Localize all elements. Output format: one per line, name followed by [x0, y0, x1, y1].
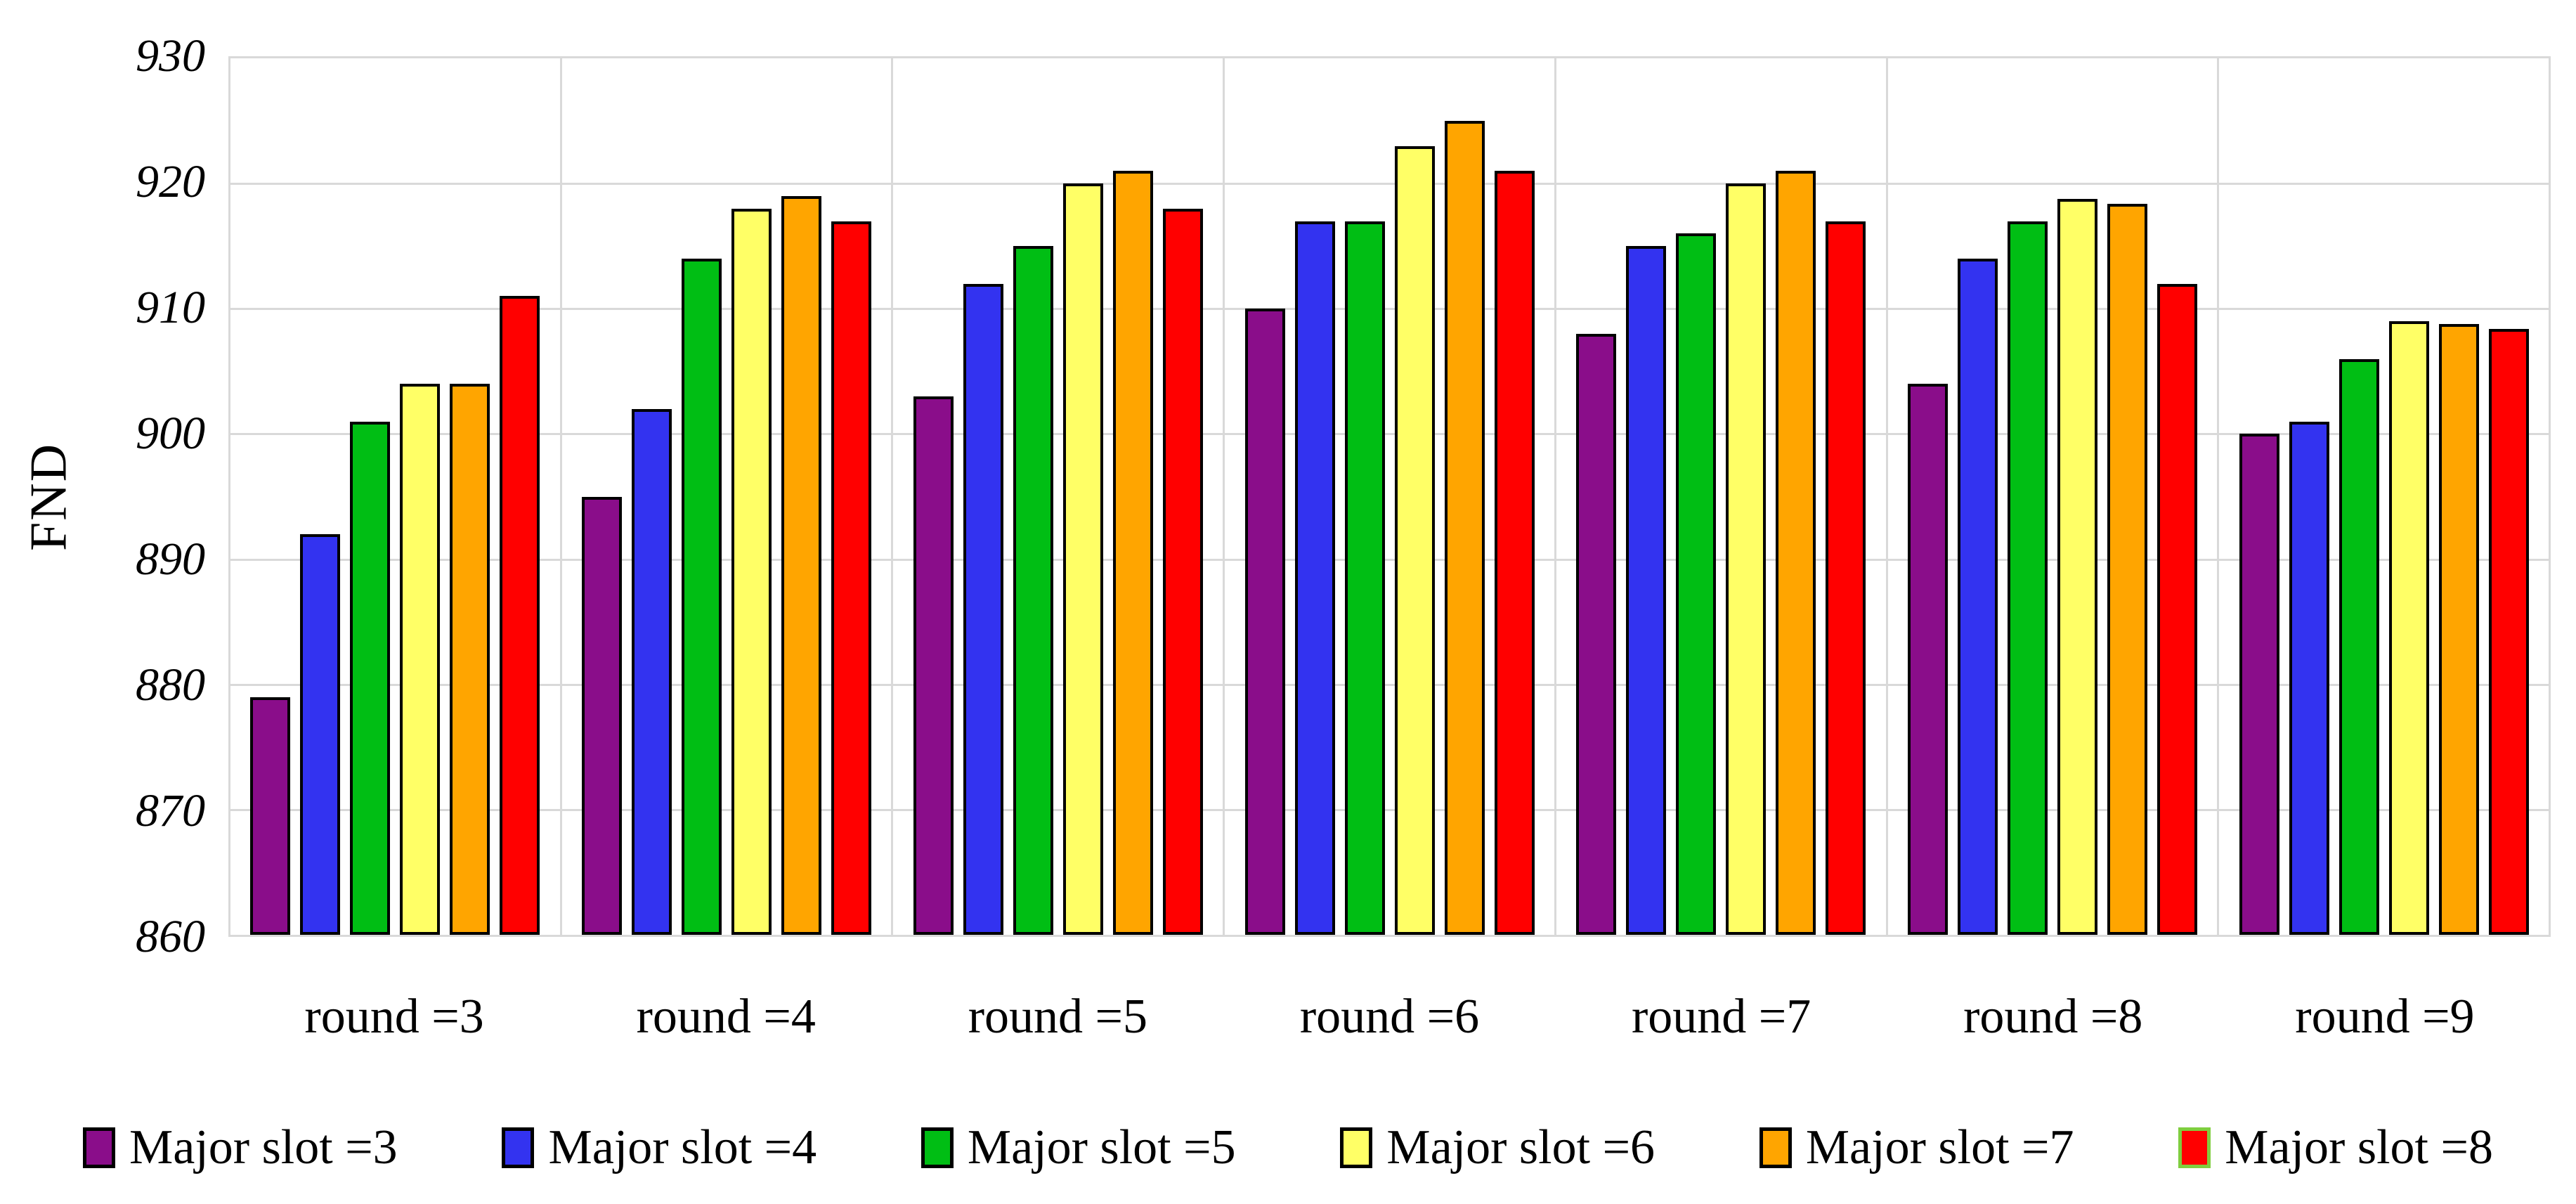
- bar-major-slot-4: [1957, 259, 1998, 935]
- y-axis-tick-label: 870: [136, 785, 205, 836]
- bar-major-slot-5: [2007, 221, 2048, 935]
- legend-item-major-slot-8: Major slot =8: [2178, 1095, 2493, 1200]
- bar-major-slot-6: [400, 384, 441, 935]
- x-axis-label: round =9: [2295, 990, 2475, 1044]
- bar-major-slot-4: [300, 533, 341, 935]
- bar-major-slot-8: [1162, 208, 1203, 935]
- bar-major-slot-5: [350, 421, 391, 935]
- bar-major-slot-3: [1576, 333, 1617, 935]
- bar-major-slot-5: [1013, 246, 1053, 935]
- bar-major-slot-3: [582, 496, 623, 935]
- legend-label: Major slot =4: [548, 1120, 817, 1174]
- y-axis-tick-label: 920: [136, 156, 205, 207]
- bar-major-slot-3: [913, 396, 954, 935]
- bar-major-slot-5: [1676, 233, 1717, 935]
- legend-item-major-slot-7: Major slot =7: [1759, 1095, 2074, 1200]
- legend-item-major-slot-5: Major slot =5: [921, 1095, 1236, 1200]
- legend-swatch: [502, 1127, 535, 1168]
- bar-major-slot-6: [1726, 183, 1767, 935]
- legend-swatch: [83, 1127, 115, 1168]
- gridline: [230, 308, 2549, 311]
- x-axis-label: round =6: [1299, 990, 1480, 1044]
- gridline: [230, 808, 2549, 811]
- bar-major-slot-7: [1112, 171, 1153, 935]
- y-axis-tick-label: 860: [136, 911, 205, 962]
- x-axis-label: round =7: [1631, 990, 1811, 1044]
- bar-major-slot-3: [1244, 309, 1285, 935]
- x-axis-label: round =5: [968, 990, 1147, 1044]
- x-axis-label: round =8: [1963, 990, 2143, 1044]
- legend-label: Major slot =8: [2225, 1120, 2493, 1174]
- legend-item-major-slot-4: Major slot =4: [502, 1095, 817, 1200]
- bar-major-slot-7: [450, 384, 490, 935]
- bar-major-slot-7: [2107, 203, 2147, 935]
- legend: Major slot =3 Major slot =4 Major slot =5 M…: [0, 1095, 2576, 1200]
- bar-groups: [230, 58, 2549, 935]
- bar-major-slot-7: [2438, 323, 2479, 935]
- bar-group-round-7: [1556, 58, 1888, 935]
- bar-major-slot-4: [1294, 221, 1335, 935]
- legend-label: Major slot =5: [967, 1120, 1236, 1174]
- y-axis-tick-label: 890: [136, 533, 205, 585]
- bar-major-slot-6: [2057, 198, 2097, 935]
- bar-major-slot-8: [2157, 283, 2197, 935]
- y-axis-tick-label: 900: [136, 408, 205, 459]
- bar-major-slot-6: [2388, 321, 2429, 935]
- bar-group-round-9: [2219, 58, 2549, 935]
- legend-item-major-slot-3: Major slot =3: [83, 1095, 398, 1200]
- gridline: [230, 558, 2549, 561]
- bar-group-round-8: [1888, 58, 2220, 935]
- bar-major-slot-8: [1494, 171, 1535, 935]
- bar-major-slot-5: [2338, 358, 2379, 935]
- legend-swatch: [2178, 1127, 2211, 1168]
- bar-major-slot-5: [1344, 221, 1385, 935]
- bar-major-slot-3: [2239, 434, 2279, 935]
- bar-major-slot-4: [2289, 421, 2329, 935]
- gridline: [230, 183, 2549, 186]
- bar-major-slot-8: [500, 296, 540, 935]
- bar-group-round-4: [562, 58, 894, 935]
- y-axis-tick-label: 910: [136, 282, 205, 333]
- bar-major-slot-6: [1394, 145, 1435, 935]
- bar-major-slot-7: [1776, 171, 1816, 935]
- bar-group-round-3: [230, 58, 562, 935]
- bar-major-slot-4: [963, 283, 1003, 935]
- bar-major-slot-4: [632, 408, 672, 935]
- legend-label: Major slot =3: [129, 1120, 398, 1174]
- bar-group-round-6: [1225, 58, 1556, 935]
- x-axis-label: round =4: [636, 990, 816, 1044]
- legend-item-major-slot-6: Major slot =6: [1340, 1095, 1655, 1200]
- bar-major-slot-7: [781, 195, 822, 935]
- gridline: [230, 433, 2549, 436]
- y-axis-tick-labels: 930 920 910 900 890 880 870 860: [0, 30, 205, 962]
- gridline: [230, 683, 2549, 686]
- bar-major-slot-8: [1826, 221, 1866, 935]
- plot-area: [228, 56, 2551, 937]
- x-axis-label: round =3: [304, 990, 484, 1044]
- bar-major-slot-4: [1626, 246, 1667, 935]
- bar-group-round-5: [893, 58, 1225, 935]
- legend-swatch: [1759, 1127, 1792, 1168]
- y-axis-tick-label: 930: [136, 30, 205, 82]
- legend-label: Major slot =6: [1386, 1120, 1655, 1174]
- bar-major-slot-8: [2488, 328, 2529, 935]
- legend-swatch: [921, 1127, 954, 1168]
- y-axis-tick-label: 880: [136, 659, 205, 711]
- legend-swatch: [1340, 1127, 1373, 1168]
- legend-label: Major slot =7: [1805, 1120, 2074, 1174]
- bar-major-slot-6: [731, 208, 772, 935]
- bar-major-slot-3: [1907, 384, 1948, 935]
- bar-major-slot-5: [682, 259, 722, 935]
- bar-major-slot-8: [831, 221, 872, 935]
- bar-major-slot-6: [1062, 183, 1103, 935]
- x-axis-labels: round =3 round =4 round =5 round =6 round =7…: [228, 978, 2551, 1056]
- bar-major-slot-7: [1444, 121, 1485, 935]
- bar-major-slot-3: [250, 697, 291, 935]
